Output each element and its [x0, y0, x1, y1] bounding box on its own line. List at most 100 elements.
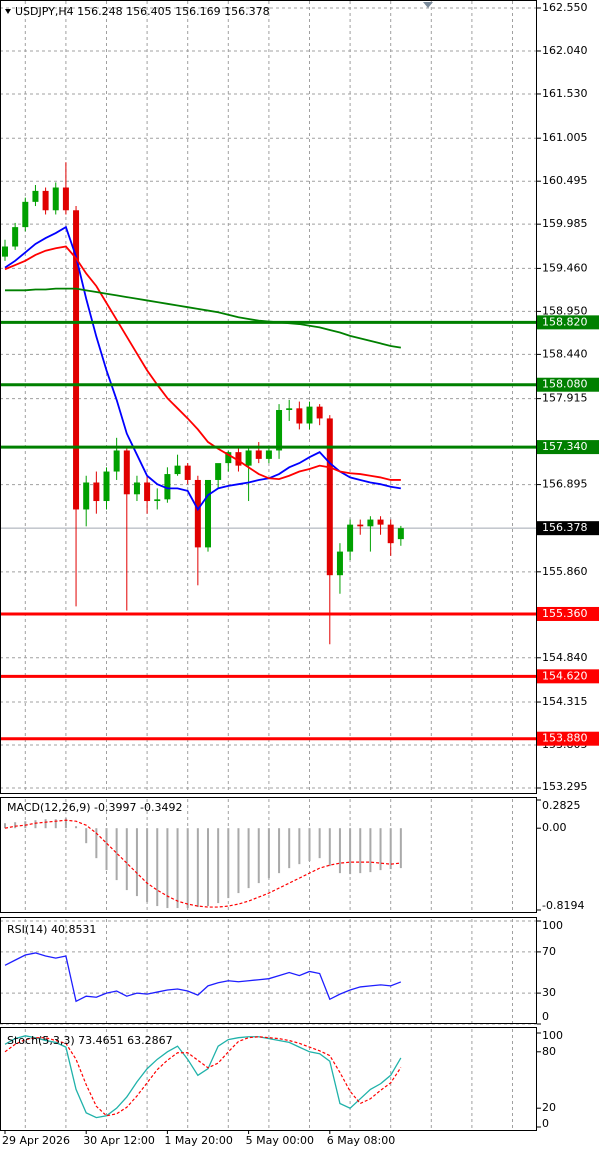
x-tick-label: 5 May 00:00 [246, 1134, 314, 1147]
macd-bar [146, 828, 149, 903]
macd-bar [379, 828, 382, 871]
macd-bar [227, 828, 230, 899]
macd-bar [369, 828, 372, 873]
current-price-box [537, 521, 599, 536]
candle-body [357, 524, 364, 527]
candle-body [2, 246, 8, 257]
candle-body [367, 519, 374, 527]
level-label: 158.820 [542, 315, 588, 328]
values-line [4, 1035, 402, 1119]
lines.0.values-line [4, 225, 401, 512]
candle-body [306, 406, 313, 424]
level-label-box [537, 731, 599, 746]
macd-bar [247, 828, 250, 889]
macd-bar [176, 828, 179, 909]
y-tick-label: 161.005 [542, 131, 588, 144]
y-tick-label: 154.840 [542, 651, 588, 664]
macd-bar [267, 828, 270, 879]
candle-body [205, 479, 211, 548]
candle-body [42, 190, 49, 211]
candle-body [194, 479, 201, 548]
candle-body [32, 190, 39, 202]
candle-body [387, 524, 394, 544]
macd-bar [34, 820, 37, 829]
macd-bar [64, 818, 67, 829]
macd-bar [389, 828, 392, 870]
y-tick-label: 158.440 [542, 347, 588, 360]
candle-body [103, 471, 110, 502]
macd-bar [125, 828, 128, 891]
y-tick-label: 161.530 [542, 87, 588, 100]
macd-bar [318, 828, 321, 859]
level-label: 157.340 [542, 440, 588, 453]
level-label: 153.880 [542, 732, 588, 745]
macd-bar [399, 828, 402, 869]
level-label-box [537, 377, 599, 392]
macd-bar [298, 828, 301, 865]
macd-bar [115, 828, 118, 881]
macd-bar [135, 828, 138, 897]
level-label: 154.620 [542, 669, 588, 682]
y-tick-label: 159.460 [542, 261, 588, 274]
candle-body [93, 482, 100, 502]
candle-body [265, 450, 272, 459]
signal-line [4, 1036, 402, 1117]
candle-body [377, 519, 384, 525]
level-label: 158.080 [542, 378, 588, 391]
y-tick-label: 155.860 [542, 565, 588, 578]
rsi-title: RSI(14) 40.8531 [7, 923, 96, 936]
macd-bar [14, 822, 17, 829]
macd-bar [207, 828, 209, 907]
candle-body [215, 463, 222, 480]
macd-bar [95, 828, 98, 859]
candle-body [225, 452, 232, 464]
x-tick-label: 6 May 08:00 [327, 1134, 395, 1147]
candle-body [22, 201, 29, 228]
values-line [4, 952, 402, 1003]
macd-bar [186, 828, 189, 909]
candle-body [316, 406, 323, 419]
y-tick-label: 158.950 [542, 304, 588, 317]
macd-panel-frame [0, 797, 537, 913]
candle-body [397, 528, 404, 540]
macd-bar [44, 819, 47, 829]
level-label-box [537, 315, 599, 330]
candle-body [326, 418, 333, 576]
price-header: USDJPY,H4 156.248 156.405 156.169 156.37… [15, 5, 270, 18]
menu-arrow [5, 9, 11, 14]
macd-bar [105, 828, 108, 871]
macd-bar [288, 828, 291, 869]
level-label-box [537, 606, 599, 621]
x-tick-label: 29 Apr 2026 [2, 1134, 70, 1147]
y-tick-label: 100 [542, 919, 563, 932]
y-tick-label: 0.2825 [542, 799, 581, 812]
signal-line [4, 819, 401, 908]
y-tick-label: 160.495 [542, 174, 588, 187]
candle-body [12, 227, 19, 247]
y-tick-label: 0 [542, 1117, 549, 1130]
stoch-panel-frame [0, 1027, 537, 1131]
candle-body [133, 482, 140, 495]
macd-title: MACD(12,26,9) -0.3997 -0.3492 [7, 801, 182, 814]
y-tick-label: -0.8194 [542, 899, 584, 912]
y-tick-label: 80 [542, 1045, 556, 1058]
y-tick-label: 70 [542, 945, 556, 958]
stoch-title: Stoch(5,3,3) 73.4651 63.2867 [7, 1034, 173, 1047]
macd-bar [308, 828, 311, 862]
plot-layer [0, 1, 541, 1130]
lines.1.values-line [4, 245, 401, 481]
macd-bar [217, 828, 220, 904]
candle-body [245, 450, 252, 466]
macd-bar [166, 828, 169, 909]
candle-body [286, 408, 293, 411]
candle-body [255, 450, 262, 459]
macd-bar [328, 828, 331, 867]
macd-bar [338, 828, 341, 874]
candle-body [336, 551, 343, 576]
y-tick-label: 100 [542, 1029, 563, 1042]
y-tick-label: 159.985 [542, 217, 588, 230]
candle-body [144, 482, 151, 502]
macd-bar [278, 828, 281, 874]
macd-bar [196, 828, 199, 908]
